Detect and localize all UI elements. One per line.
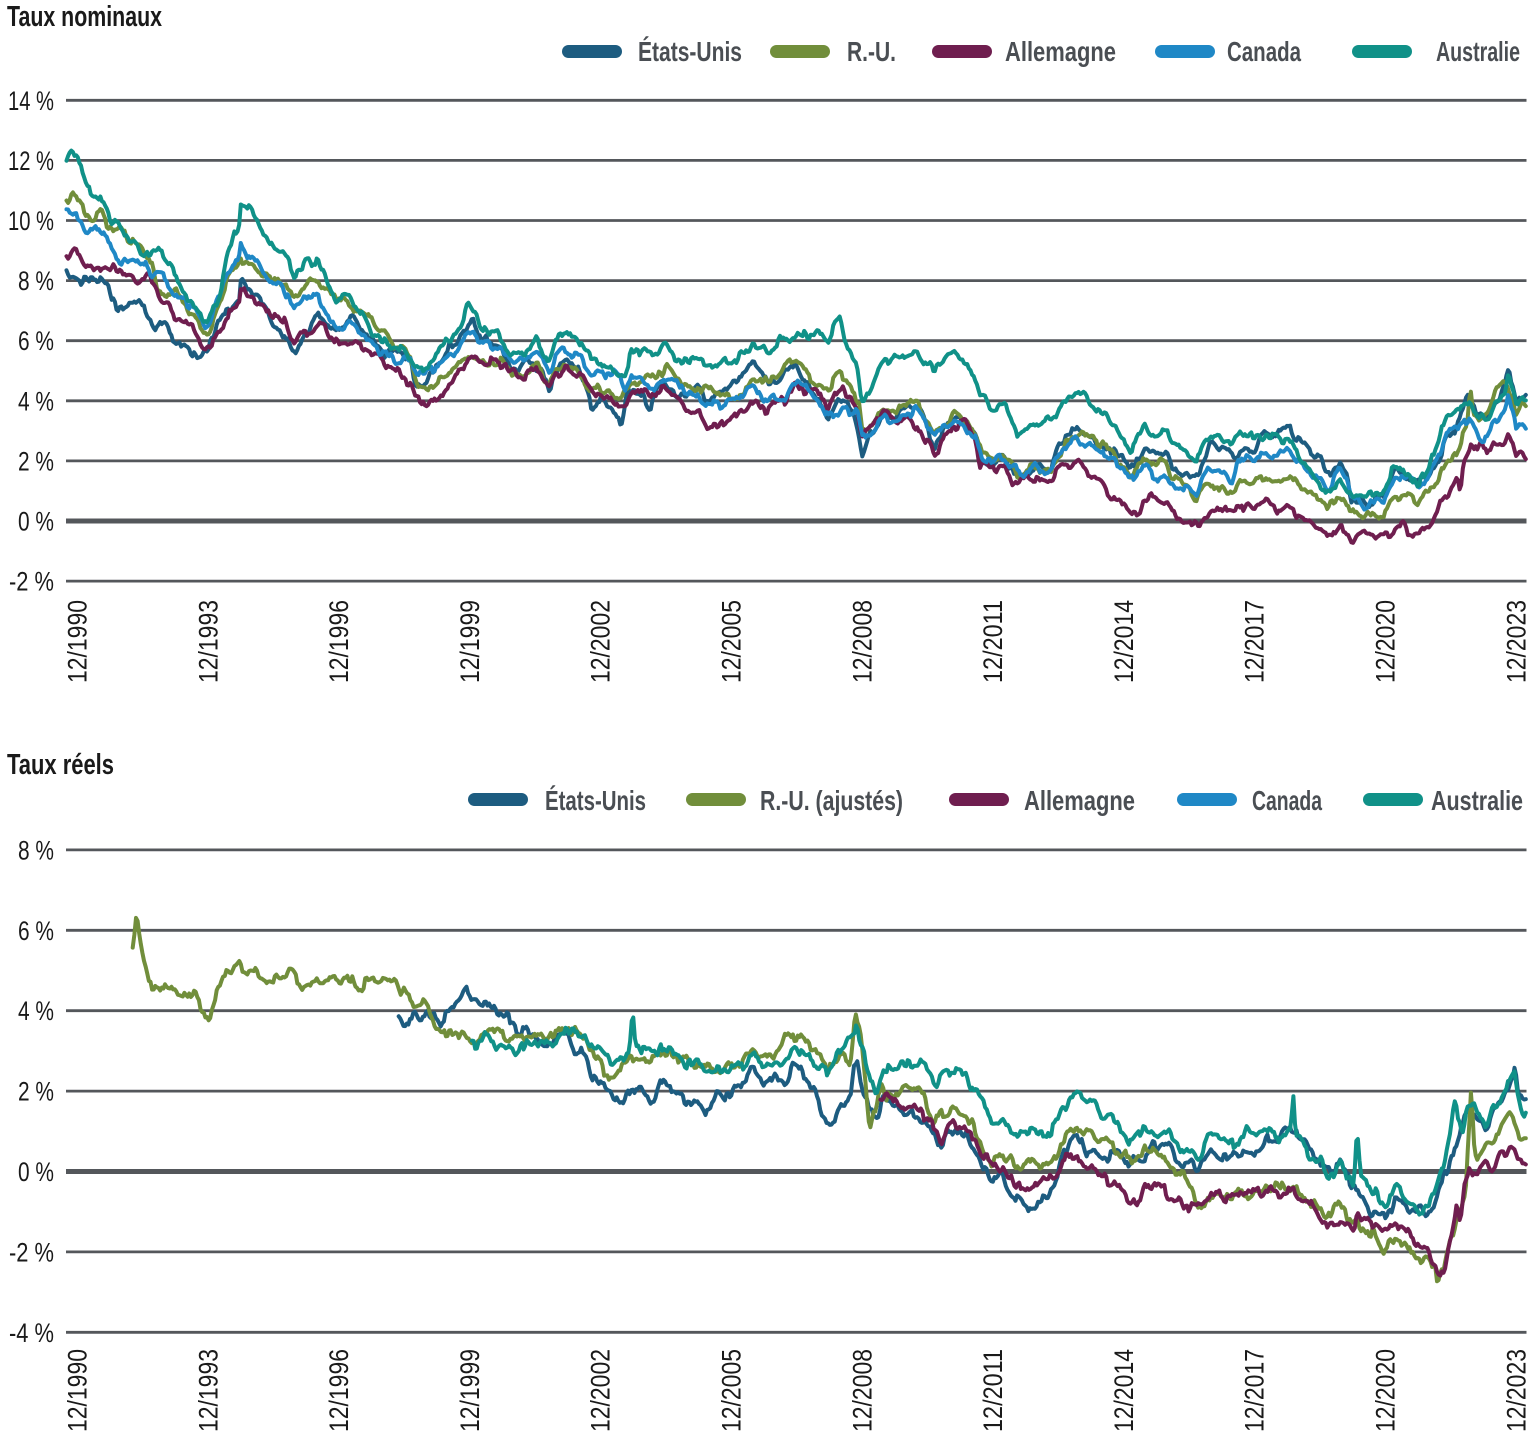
svg-text:Canada: Canada (1227, 36, 1301, 67)
svg-text:12/2011: 12/2011 (978, 1349, 1008, 1432)
svg-text:R.-U. (ajustés): R.-U. (ajustés) (760, 785, 903, 816)
svg-text:12/2017: 12/2017 (1240, 1349, 1270, 1432)
svg-text:12/2020: 12/2020 (1371, 600, 1401, 683)
svg-text:12/2011: 12/2011 (978, 600, 1008, 683)
svg-text:6 %: 6 % (18, 916, 54, 946)
svg-text:12 %: 12 % (8, 146, 54, 176)
svg-text:12/1993: 12/1993 (193, 1349, 223, 1432)
svg-text:0 %: 0 % (18, 1157, 54, 1187)
svg-text:Australie: Australie (1436, 36, 1520, 67)
svg-text:12/1999: 12/1999 (455, 600, 485, 683)
svg-text:Australie: Australie (1431, 785, 1523, 816)
svg-text:-2 %: -2 % (9, 1237, 54, 1267)
svg-text:12/2008: 12/2008 (847, 600, 877, 683)
svg-text:12/1999: 12/1999 (455, 1349, 485, 1432)
svg-text:12/1993: 12/1993 (193, 600, 223, 683)
svg-text:2 %: 2 % (18, 1077, 54, 1107)
svg-text:12/2005: 12/2005 (717, 600, 747, 683)
svg-text:-2 %: -2 % (9, 567, 54, 597)
svg-text:12/2014: 12/2014 (1109, 600, 1139, 683)
svg-text:12/1990: 12/1990 (63, 600, 93, 683)
svg-text:12/2008: 12/2008 (847, 1349, 877, 1432)
svg-text:12/2005: 12/2005 (717, 1349, 747, 1432)
svg-text:États-Unis: États-Unis (638, 36, 742, 67)
svg-text:12/2002: 12/2002 (586, 600, 616, 683)
svg-text:R.-U.: R.-U. (847, 36, 896, 67)
svg-text:Canada: Canada (1252, 785, 1322, 816)
svg-text:Taux nominaux: Taux nominaux (7, 1, 162, 33)
svg-text:8 %: 8 % (18, 835, 54, 865)
svg-text:12/2002: 12/2002 (586, 1349, 616, 1432)
svg-text:12/2020: 12/2020 (1371, 1349, 1401, 1432)
svg-text:-4 %: -4 % (9, 1318, 54, 1348)
svg-text:12/1996: 12/1996 (324, 1349, 354, 1432)
svg-text:12/2014: 12/2014 (1109, 1349, 1139, 1432)
svg-text:4 %: 4 % (18, 386, 54, 416)
svg-text:12/2023: 12/2023 (1501, 600, 1531, 683)
svg-text:10 %: 10 % (8, 206, 54, 236)
svg-text:14 %: 14 % (8, 86, 54, 116)
svg-text:0 %: 0 % (18, 507, 54, 537)
svg-text:Taux réels: Taux réels (7, 749, 114, 781)
svg-text:12/1996: 12/1996 (324, 600, 354, 683)
svg-text:Allemagne: Allemagne (1005, 36, 1116, 67)
svg-text:2 %: 2 % (18, 446, 54, 476)
svg-text:6 %: 6 % (18, 326, 54, 356)
svg-text:12/1990: 12/1990 (63, 1349, 93, 1432)
svg-text:Allemagne: Allemagne (1024, 785, 1135, 816)
svg-text:États-Unis: États-Unis (545, 785, 646, 816)
svg-text:4 %: 4 % (18, 996, 54, 1026)
svg-text:8 %: 8 % (18, 266, 54, 296)
svg-text:12/2023: 12/2023 (1501, 1349, 1531, 1432)
svg-text:12/2017: 12/2017 (1240, 600, 1270, 683)
